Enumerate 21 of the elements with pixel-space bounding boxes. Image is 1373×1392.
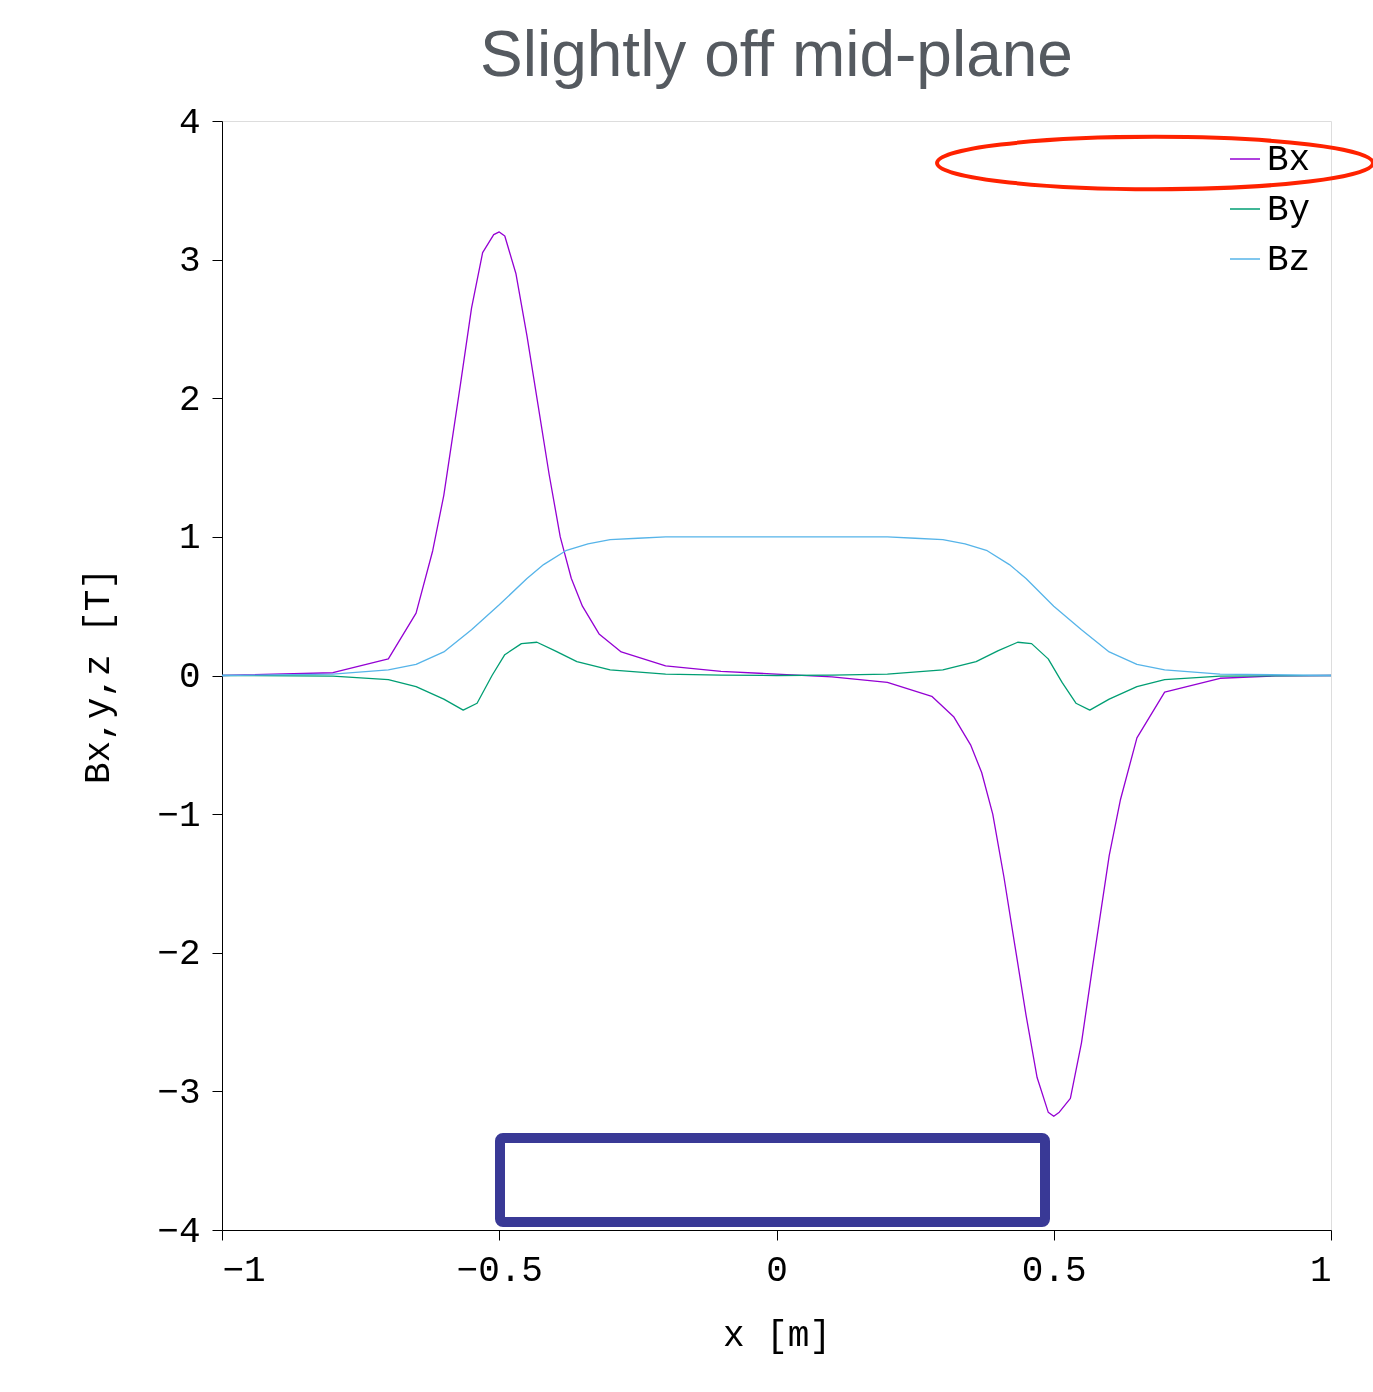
y-tick-label: 4: [178, 102, 201, 144]
chart-title: Slightly off mid-plane: [480, 18, 1073, 90]
y-tick-label: −4: [157, 1211, 201, 1253]
y-tick-label: −3: [157, 1072, 201, 1114]
line-series: [222, 536, 1331, 677]
y-tick-label: 2: [178, 379, 201, 421]
x-tick-label: 0: [766, 1250, 788, 1292]
y-axis-title: Bx,y,z [T]: [79, 567, 121, 785]
y-tick-label: −2: [157, 934, 201, 976]
legend-label: Bx: [1267, 140, 1311, 181]
x-tick-label: −1: [222, 1250, 266, 1292]
y-tick-label: 1: [178, 518, 201, 560]
x-tick-label: 0.5: [1021, 1250, 1087, 1292]
y-tick-label: 0: [178, 657, 201, 698]
legend-label: Bz: [1267, 240, 1311, 281]
x-tick-label: 1: [1309, 1250, 1332, 1292]
x-axis-title: x [m]: [722, 1315, 832, 1357]
y-tick-label: −1: [157, 795, 201, 837]
x-tick-label: −0.5: [456, 1250, 543, 1292]
y-tick-label: 3: [178, 241, 201, 283]
legend-label: By: [1267, 190, 1311, 231]
